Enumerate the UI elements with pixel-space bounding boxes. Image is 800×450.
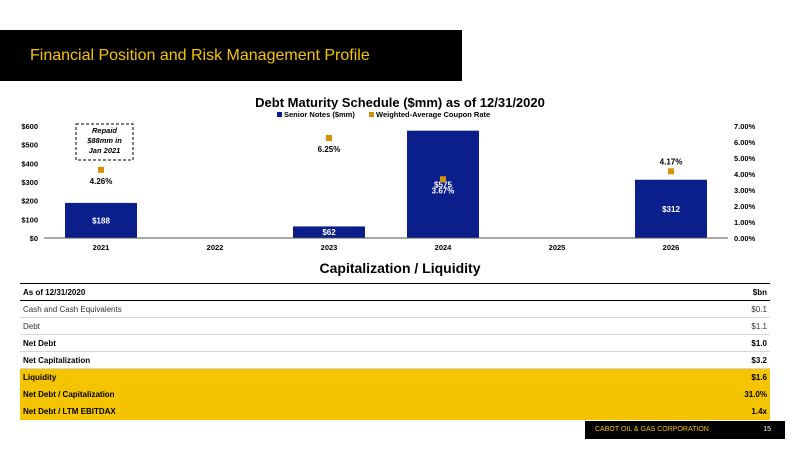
rate-marker-2026 — [668, 168, 674, 175]
debt-maturity-chart: Debt Maturity Schedule ($mm) as of 12/31… — [21, 95, 756, 252]
table-header-row: As of 12/31/2020 $bn — [20, 283, 770, 301]
y2-tick-label: 5.00% — [734, 154, 756, 163]
capitalization-title: Capitalization / Liquidity — [319, 260, 481, 276]
y-tick-label: $200 — [21, 197, 38, 206]
rate-label-2024: 3.67% — [432, 186, 455, 195]
row-label: Cash and Cash Equivalents — [20, 300, 609, 318]
y-tick-label: $500 — [21, 141, 38, 150]
header-label: As of 12/31/2020 — [20, 283, 609, 301]
table-row: Net Capitalization $3.2 — [20, 351, 770, 369]
header-unit: $bn — [608, 283, 770, 301]
bar-2021 — [65, 202, 137, 238]
repaid-annotation-text: Jan 2021 — [89, 146, 121, 155]
row-value: $0.1 — [608, 300, 770, 318]
y-tick-label: $600 — [21, 122, 38, 131]
rate-label-2021: 4.26% — [90, 177, 113, 186]
capitalization-table: As of 12/31/2020 $bn Cash and Cash Equival… — [20, 283, 770, 420]
table-row: Debt $1.1 — [20, 317, 770, 335]
rate-label-2023: 6.25% — [318, 145, 341, 154]
bar-2024 — [407, 130, 479, 238]
y2-tick-label: 2.00% — [734, 202, 756, 211]
x-tick-label: 2026 — [663, 243, 680, 252]
legend-swatch-senior-notes — [277, 112, 282, 117]
repaid-annotation-box — [75, 123, 134, 161]
chart-title: Debt Maturity Schedule ($mm) as of 12/31… — [255, 95, 545, 110]
y2-tick-label: 6.00% — [734, 138, 756, 147]
bar-2023 — [293, 226, 365, 238]
x-tick-label: 2022 — [207, 243, 224, 252]
legend-label-coupon-rate: Weighted-Average Coupon Rate — [376, 110, 490, 119]
row-value: $1.1 — [608, 317, 770, 335]
table-row: Net Debt / Capitalization 31.0% — [20, 385, 770, 403]
y2-tick-label: 1.00% — [734, 218, 756, 227]
y2-tick-label: 7.00% — [734, 122, 756, 131]
row-label: Net Debt / LTM EBITDAX — [20, 402, 609, 420]
y-tick-label: $300 — [21, 178, 38, 187]
y2-tick-label: 3.00% — [734, 186, 756, 195]
table-row: Cash and Cash Equivalents $0.1 — [20, 300, 770, 318]
bar-label-2026: $312 — [662, 205, 680, 214]
bar-label-2024: $575 — [434, 180, 452, 189]
repaid-annotation-text: $88mm in — [86, 136, 122, 145]
row-value: 1.4x — [608, 402, 770, 420]
footer-bar: CABOT OIL & GAS CORPORATION 15 — [585, 421, 785, 439]
row-value: 31.0% — [608, 385, 770, 403]
x-tick-label: 2025 — [549, 243, 566, 252]
row-value: $1.6 — [608, 368, 770, 386]
page-number: 15 — [763, 426, 771, 433]
table-row: Net Debt $1.0 — [20, 334, 770, 352]
bar-label-2023: $62 — [322, 228, 336, 237]
row-label: Net Capitalization — [20, 351, 609, 369]
x-tick-label: 2023 — [321, 243, 338, 252]
y-tick-label: $100 — [21, 215, 38, 224]
table-row: Liquidity $1.6 — [20, 368, 770, 386]
y-tick-label: $0 — [30, 234, 38, 243]
row-label: Net Debt / Capitalization — [20, 385, 609, 403]
rate-marker-2021 — [98, 166, 104, 173]
rate-marker-2023 — [326, 135, 332, 141]
table-row: Net Debt / LTM EBITDAX 1.4x — [20, 402, 770, 420]
page-title-bar: Financial Position and Risk Management P… — [0, 30, 462, 81]
y2-tick-label: 4.00% — [734, 170, 756, 179]
row-label: Liquidity — [20, 368, 609, 386]
legend-swatch-coupon-rate — [369, 112, 374, 117]
bar-label-2021: $188 — [92, 216, 110, 225]
x-tick-label: 2021 — [93, 243, 110, 252]
repaid-annotation-text: Repaid — [92, 126, 117, 135]
row-value: $3.2 — [608, 351, 770, 369]
legend-label-senior-notes: Senior Notes ($mm) — [284, 110, 355, 119]
row-label: Net Debt — [20, 334, 609, 352]
y-tick-label: $400 — [21, 159, 38, 168]
row-value: $1.0 — [608, 334, 770, 352]
rate-marker-2024 — [440, 176, 446, 183]
y2-tick-label: 0.00% — [734, 234, 756, 243]
page-title: Financial Position and Risk Management P… — [30, 47, 370, 64]
footer-company: CABOT OIL & GAS CORPORATION — [595, 426, 709, 433]
x-tick-label: 2024 — [435, 243, 453, 252]
rate-label-2026: 4.17% — [660, 157, 683, 166]
bar-2026 — [635, 179, 707, 238]
row-label: Debt — [20, 317, 609, 335]
